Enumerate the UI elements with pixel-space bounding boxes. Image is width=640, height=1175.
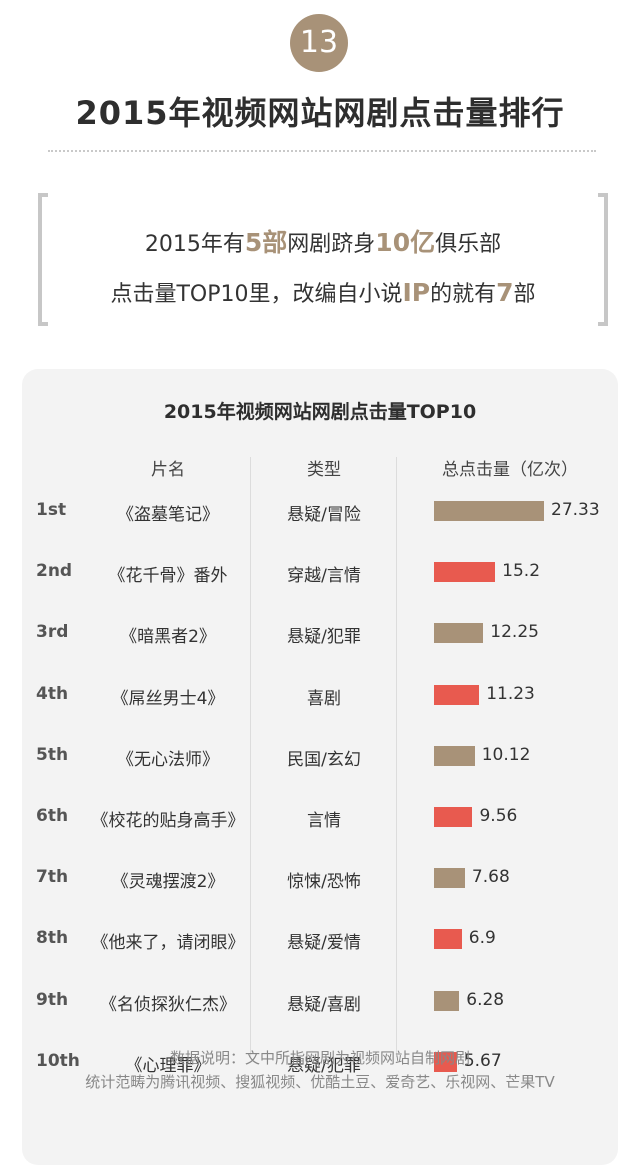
section-number-badge: 13 (290, 14, 348, 72)
click-bar (434, 929, 462, 950)
rank-label: 1st (36, 500, 67, 520)
rank-label: 8th (36, 928, 69, 949)
click-value-label: 9.56 (479, 806, 518, 826)
drama-genre: 喜剧 (307, 688, 341, 709)
drama-title: 《花千骨》番外 (108, 566, 228, 587)
drama-title: 《校花的贴身高手》 (91, 811, 245, 831)
rank-label: 10th (36, 1050, 80, 1071)
summary-line-1: 2015年有5部网剧跻身10亿俱乐部 (38, 223, 608, 259)
dotted-divider (48, 150, 596, 152)
click-value-label: 5.67 (463, 1050, 502, 1071)
chart-title: 2015年视频网站网剧点击量TOP10 (163, 401, 477, 423)
click-bar (434, 623, 484, 644)
drama-title: 《暗黑者2》 (120, 627, 216, 648)
right-bracket (598, 193, 608, 326)
rank-label: 3rd (36, 622, 69, 643)
drama-title: 《心理罪》 (125, 1055, 211, 1076)
drama-title: 《屌丝男士4》 (111, 688, 225, 709)
drama-title: 《名侦探狄仁杰》 (100, 994, 236, 1015)
rank-label: 4th (36, 683, 69, 704)
page-title: 2015年视频网站网剧点击量排行 (75, 94, 565, 132)
column-divider (250, 457, 251, 1057)
column-header-clicks: 总点击量（亿次） (442, 460, 578, 480)
data-note: 数据说明：文中所指网剧为视频网站自制网剧 (169, 1049, 470, 1067)
click-value-label: 6.28 (466, 989, 505, 1010)
click-bar (434, 684, 480, 705)
rank-label: 6th (36, 806, 69, 826)
summary-highlight: 7 (496, 278, 514, 307)
click-bar (434, 1051, 457, 1072)
drama-genre: 悬疑/喜剧 (287, 994, 361, 1015)
drama-genre: 民国/玄幻 (287, 749, 361, 770)
drama-genre: 悬疑/犯罪 (287, 1055, 361, 1076)
column-header-name: 片名 (151, 460, 185, 480)
drama-title: 《他来了，请闭眼》 (91, 933, 245, 954)
click-value-label: 15.2 (502, 561, 541, 582)
click-bar (434, 501, 544, 521)
drama-genre: 言情 (307, 811, 341, 831)
left-bracket (38, 193, 48, 326)
summary-text: 俱乐部 (435, 232, 502, 257)
summary-text: 网剧跻身 (287, 232, 376, 257)
click-value-label: 11.23 (486, 683, 535, 704)
data-scope-note: 统计范畴为腾讯视频、搜狐视频、优酷土豆、爱奇艺、乐视网、芒果TV (85, 1073, 555, 1091)
column-divider (396, 457, 397, 1057)
click-bar (434, 807, 473, 827)
click-bar (434, 990, 460, 1011)
click-value-label: 6.9 (468, 928, 496, 949)
click-bar (434, 745, 475, 766)
rank-label: 2nd (36, 561, 73, 582)
drama-genre: 悬疑/冒险 (287, 505, 361, 525)
rank-label: 9th (36, 989, 69, 1010)
click-value-label: 7.68 (471, 867, 510, 888)
summary-highlight: 5部 (244, 228, 288, 257)
drama-title: 《灵魂摆渡2》 (111, 872, 225, 893)
summary-text: 部 (513, 282, 536, 307)
summary-line-2: 点击量TOP10里，改编自小说IP的就有7部 (38, 276, 608, 308)
summary-text: 2015年有 (144, 232, 245, 257)
drama-genre: 穿越/言情 (287, 566, 361, 587)
drama-genre: 悬疑/犯罪 (287, 627, 361, 648)
drama-title: 《盗墓笔记》 (117, 505, 219, 525)
summary-text: 点击量TOP10里，改编自小说 (110, 282, 403, 307)
summary-highlight: IP (402, 278, 431, 307)
click-value-label: 10.12 (481, 744, 531, 765)
drama-genre: 悬疑/爱情 (287, 933, 361, 954)
summary-text: 的就有 (430, 282, 497, 307)
rank-label: 7th (36, 867, 69, 888)
click-bar (434, 562, 496, 583)
ranking-chart-card: 2015年视频网站网剧点击量TOP10 片名 类型 总点击量（亿次） 1st 《盗… (22, 369, 618, 1165)
drama-title: 《无心法师》 (117, 749, 219, 770)
click-value-label: 12.25 (490, 622, 539, 643)
column-header-genre: 类型 (307, 460, 341, 480)
click-bar (434, 868, 465, 889)
summary-box: 2015年有5部网剧跻身10亿俱乐部 点击量TOP10里，改编自小说IP的就有7… (38, 193, 608, 326)
click-value-label: 27.33 (551, 500, 600, 520)
drama-genre: 惊悚/恐怖 (287, 872, 361, 893)
summary-highlight: 10亿 (375, 228, 436, 257)
rank-label: 5th (36, 744, 69, 765)
